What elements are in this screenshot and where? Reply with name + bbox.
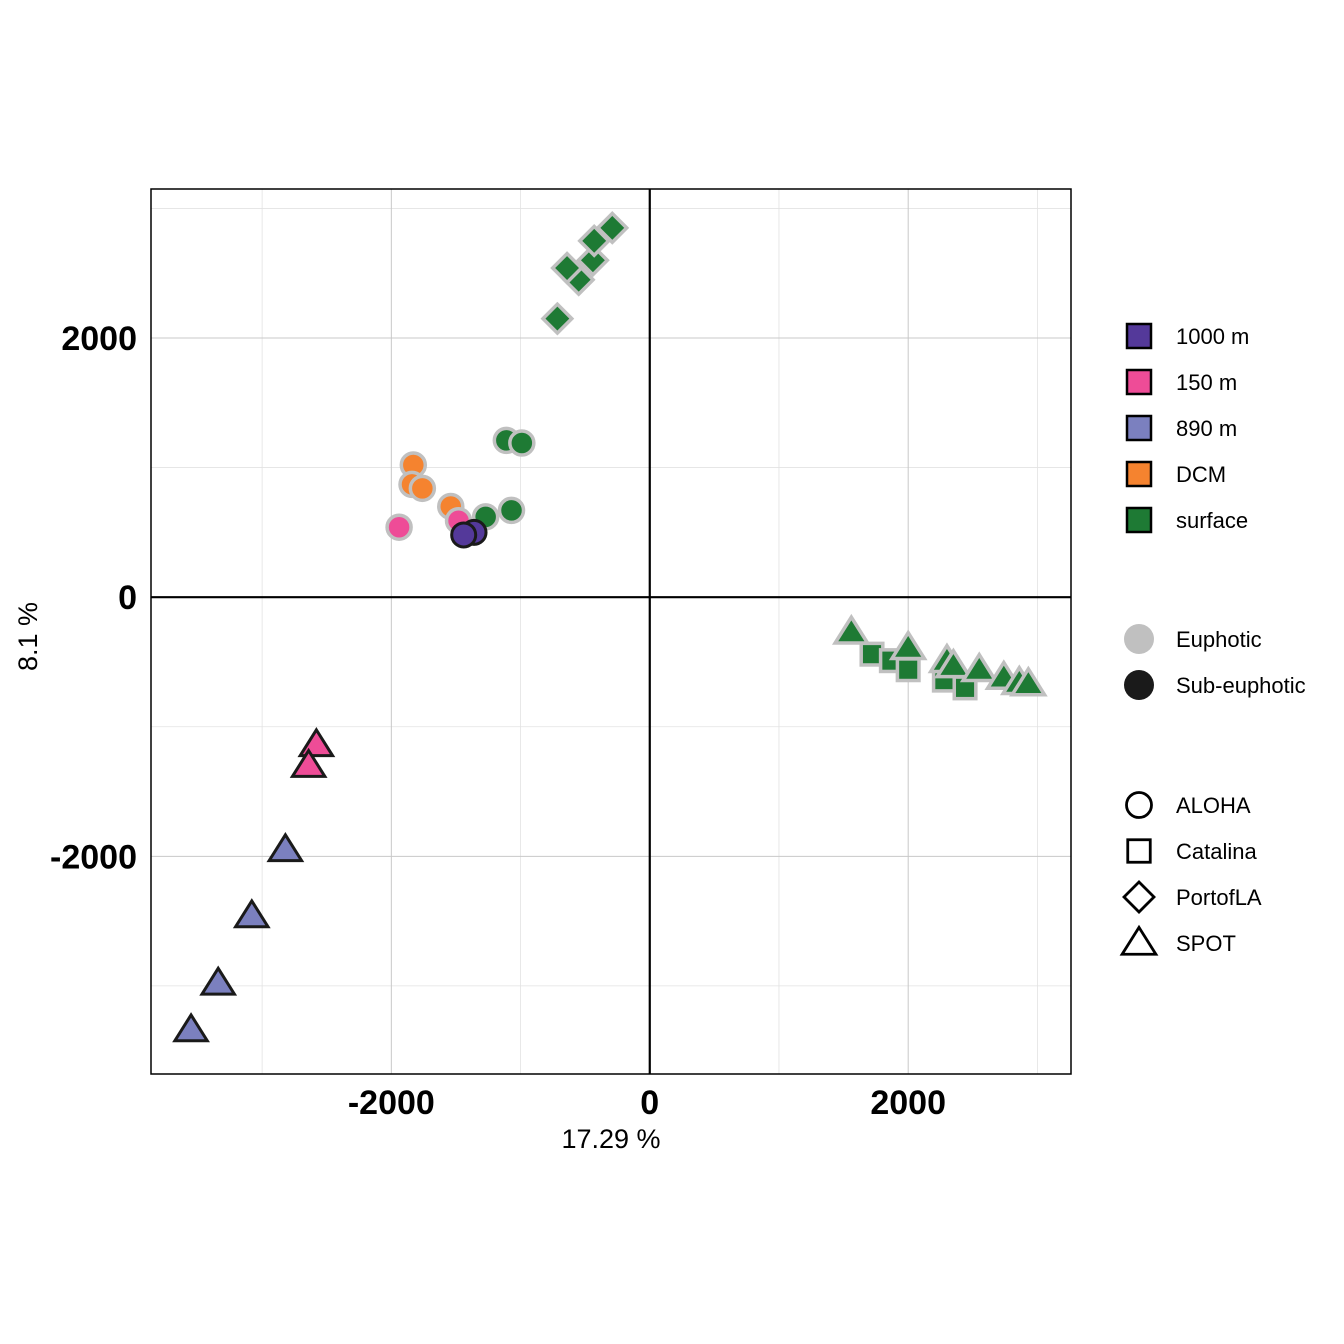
data-point-spot bbox=[831, 613, 871, 645]
legend-site-label: PortofLA bbox=[1176, 885, 1262, 910]
data-point-spot bbox=[1008, 665, 1048, 697]
legend-depth-key bbox=[1125, 506, 1153, 534]
legend-site-key bbox=[1126, 838, 1152, 864]
data-point-spot bbox=[297, 727, 336, 758]
y-axis-title: 8.1 % bbox=[13, 602, 43, 671]
data-point-spot bbox=[232, 898, 271, 929]
data-point-aloha bbox=[385, 513, 413, 541]
data-points bbox=[172, 210, 1048, 1043]
data-point-aloha bbox=[497, 496, 526, 525]
legend-site-key bbox=[1119, 924, 1159, 956]
legend-site-label: SPOT bbox=[1176, 931, 1236, 956]
data-point-portofla bbox=[576, 243, 610, 278]
data-point-aloha bbox=[408, 474, 437, 503]
legend-depth-label: 1000 m bbox=[1176, 324, 1249, 349]
legend-depth-key bbox=[1125, 414, 1153, 442]
data-point-spot bbox=[289, 747, 328, 778]
data-point-portofla bbox=[550, 251, 584, 285]
data-point-spot bbox=[172, 1012, 210, 1043]
x-axis-title: 17.29 % bbox=[561, 1124, 660, 1154]
data-point-catalina bbox=[895, 657, 921, 683]
legend-site-key bbox=[1125, 791, 1153, 819]
legend-depth-label: DCM bbox=[1176, 462, 1226, 487]
y-tick-label: -2000 bbox=[50, 838, 137, 876]
data-point-spot bbox=[888, 629, 928, 661]
legend-zone-label: Euphotic bbox=[1176, 627, 1262, 652]
legend-site-label: ALOHA bbox=[1176, 793, 1251, 818]
legend: 1000 m 150 m 890 m DCM surface Euphotic Sub-eu… bbox=[1119, 322, 1306, 956]
legend-depth-label: surface bbox=[1176, 508, 1248, 533]
zero-reference-lines bbox=[151, 189, 1071, 1074]
data-point-spot bbox=[199, 965, 238, 996]
legend-zone-label: Sub-euphotic bbox=[1176, 673, 1306, 698]
legend-site-label: Catalina bbox=[1176, 839, 1257, 864]
y-tick-label: 0 bbox=[118, 579, 137, 617]
data-point-spot bbox=[266, 832, 305, 863]
x-tick-label: -2000 bbox=[348, 1084, 435, 1122]
grid bbox=[151, 189, 1071, 1074]
legend-zone-key bbox=[1124, 670, 1154, 700]
data-point-spot bbox=[934, 647, 973, 679]
legend-depth-key bbox=[1125, 460, 1153, 488]
tick-labels: -2000 0 2000 -2000 0 2000 bbox=[50, 320, 946, 1122]
data-point-spot bbox=[959, 651, 999, 683]
plot-panel-border bbox=[150, 188, 1072, 1075]
x-tick-label: 2000 bbox=[870, 1084, 946, 1122]
data-point-aloha bbox=[450, 521, 478, 549]
legend-zone-key bbox=[1124, 624, 1154, 654]
legend-depth-label: 890 m bbox=[1176, 416, 1237, 441]
data-point-portofla bbox=[595, 210, 630, 245]
x-tick-label: 0 bbox=[640, 1084, 659, 1122]
y-tick-label: 2000 bbox=[61, 320, 137, 358]
legend-site-key bbox=[1122, 880, 1156, 914]
data-point-portofla bbox=[540, 301, 575, 336]
legend-depth-key bbox=[1125, 368, 1153, 396]
legend-depth-key bbox=[1125, 322, 1153, 350]
data-point-aloha bbox=[508, 429, 536, 457]
legend-depth-label: 150 m bbox=[1176, 370, 1237, 395]
